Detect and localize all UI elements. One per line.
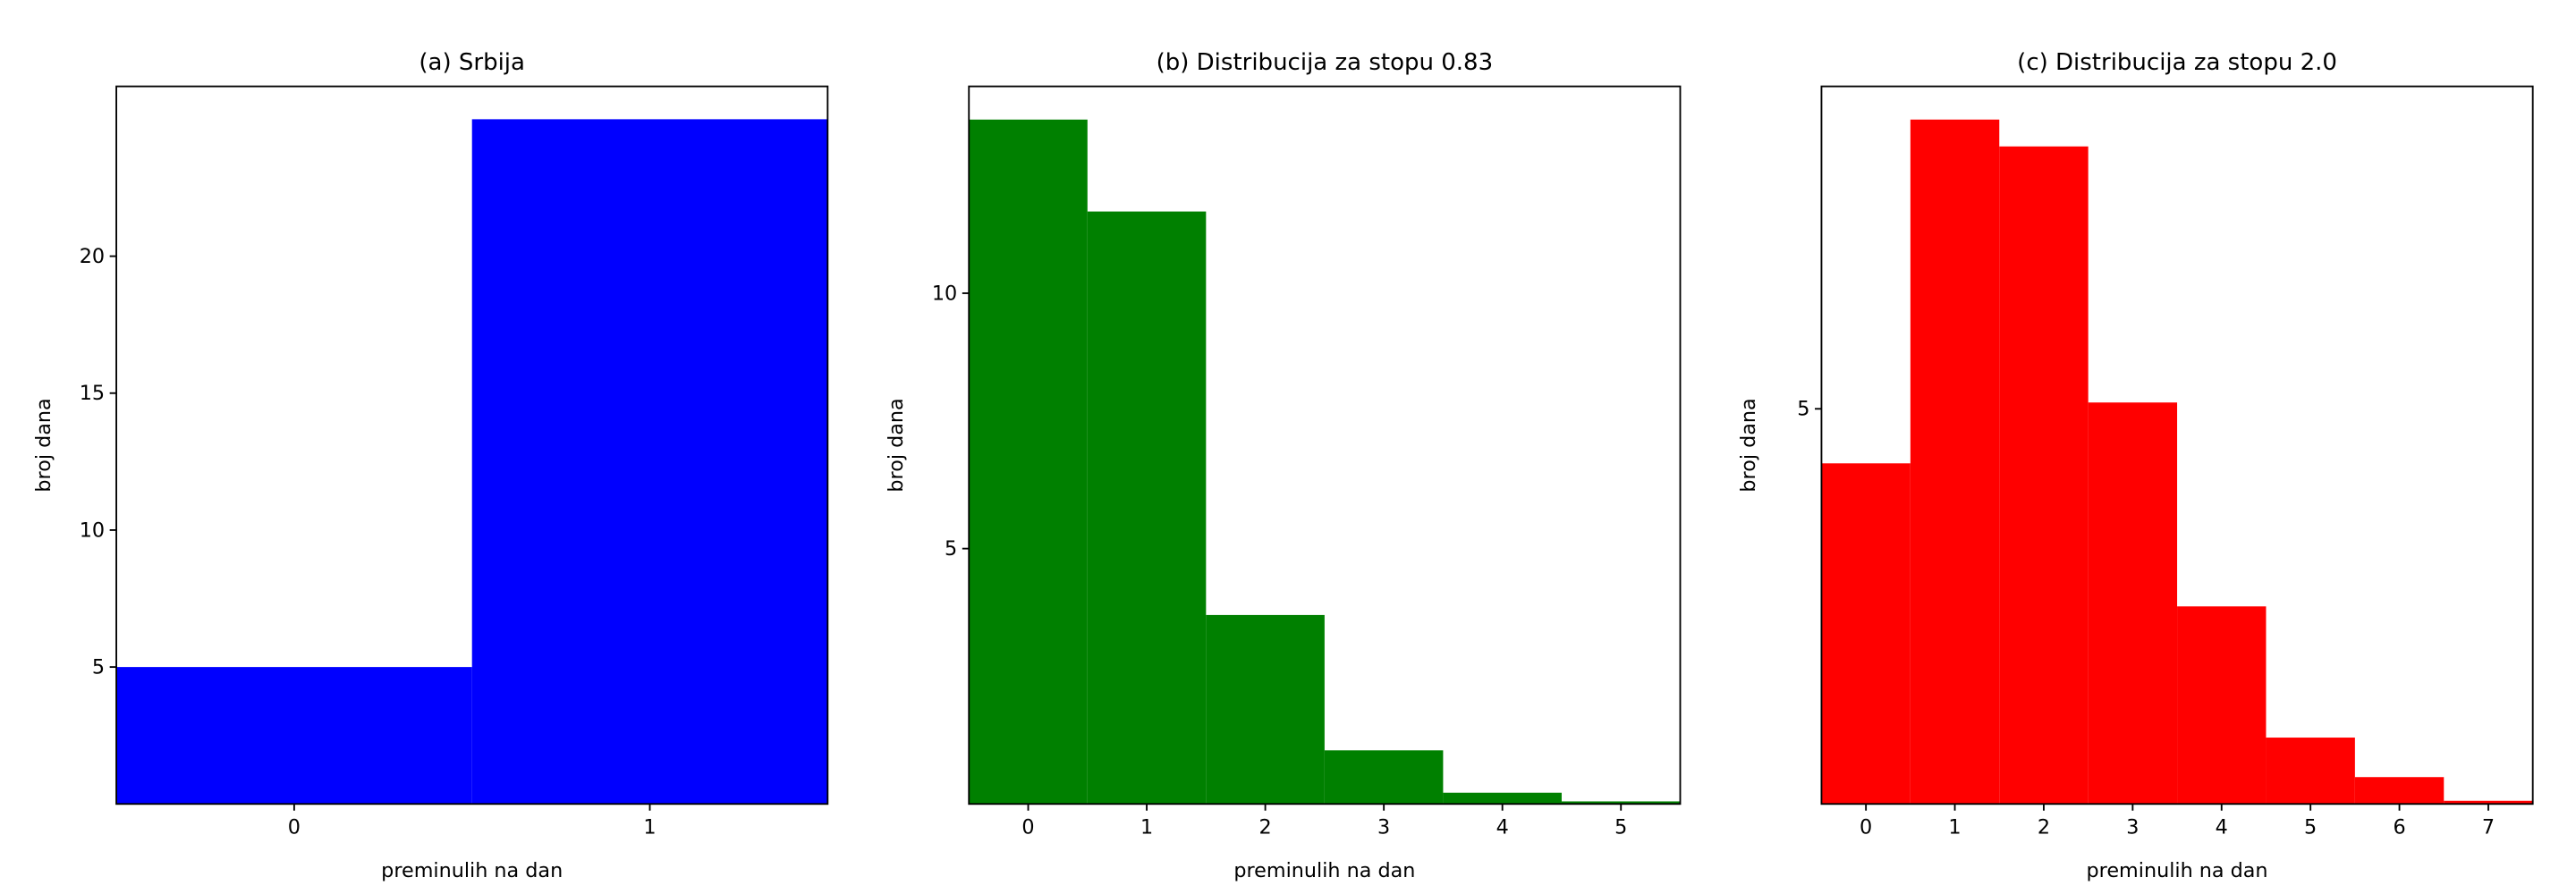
chart-title: (b) Distribucija za stopu 0.83 bbox=[1157, 49, 1494, 76]
x-tick-label: 3 bbox=[2126, 816, 2139, 839]
bar bbox=[1206, 614, 1325, 805]
bar bbox=[1821, 463, 1911, 805]
bar bbox=[116, 667, 472, 805]
bar bbox=[2354, 777, 2445, 805]
y-axis-label: broj dana bbox=[1737, 398, 1760, 492]
y-tick-label: 20 bbox=[80, 245, 105, 268]
bar bbox=[2177, 606, 2267, 805]
x-tick-label: 1 bbox=[1948, 816, 1961, 839]
chart-title: (a) Srbija bbox=[419, 49, 525, 76]
axes-frame bbox=[115, 85, 829, 805]
x-tick-label: 1 bbox=[1140, 816, 1153, 839]
x-tick-label: 4 bbox=[1496, 816, 1509, 839]
x-tick-label: 0 bbox=[288, 816, 301, 839]
axes-frame bbox=[1820, 85, 2534, 805]
x-tick-label: 2 bbox=[2038, 816, 2050, 839]
bar bbox=[1999, 146, 2089, 805]
bar bbox=[2444, 800, 2533, 805]
chart-title: (c) Distribucija za stopu 2.0 bbox=[2017, 49, 2337, 76]
x-tick-label: 0 bbox=[1860, 816, 1872, 839]
x-tick-label: 2 bbox=[1259, 816, 1272, 839]
x-tick-label: 5 bbox=[2304, 816, 2317, 839]
bar bbox=[1324, 750, 1444, 805]
y-axis-label: broj dana bbox=[885, 398, 908, 492]
y-tick-label: 5 bbox=[1797, 398, 1809, 421]
x-tick-label: 4 bbox=[2216, 816, 2228, 839]
bar bbox=[2088, 402, 2178, 805]
y-tick-label: 10 bbox=[932, 282, 957, 305]
x-axis-label: preminulih na dan bbox=[381, 859, 563, 882]
x-axis-label: preminulih na dan bbox=[1233, 859, 1415, 882]
x-axis-label: preminulih na dan bbox=[2087, 859, 2268, 882]
y-tick-label: 15 bbox=[80, 382, 105, 405]
bar bbox=[2266, 738, 2355, 805]
bar bbox=[1561, 801, 1681, 805]
y-axis-label: broj dana bbox=[32, 398, 55, 492]
x-tick-label: 0 bbox=[1021, 816, 1034, 839]
bar bbox=[969, 119, 1088, 805]
bar bbox=[1087, 211, 1207, 805]
y-tick-label: 5 bbox=[945, 537, 957, 561]
axes-frame bbox=[968, 85, 1682, 805]
x-tick-label: 7 bbox=[2482, 816, 2495, 839]
x-tick-label: 6 bbox=[2393, 816, 2405, 839]
bar bbox=[1443, 792, 1562, 805]
x-tick-label: 1 bbox=[643, 816, 656, 839]
y-tick-label: 10 bbox=[80, 519, 105, 542]
x-tick-label: 5 bbox=[1614, 816, 1627, 839]
y-tick-label: 5 bbox=[92, 656, 105, 679]
bar bbox=[471, 119, 828, 805]
x-tick-label: 3 bbox=[1377, 816, 1390, 839]
bar bbox=[1910, 119, 2000, 805]
